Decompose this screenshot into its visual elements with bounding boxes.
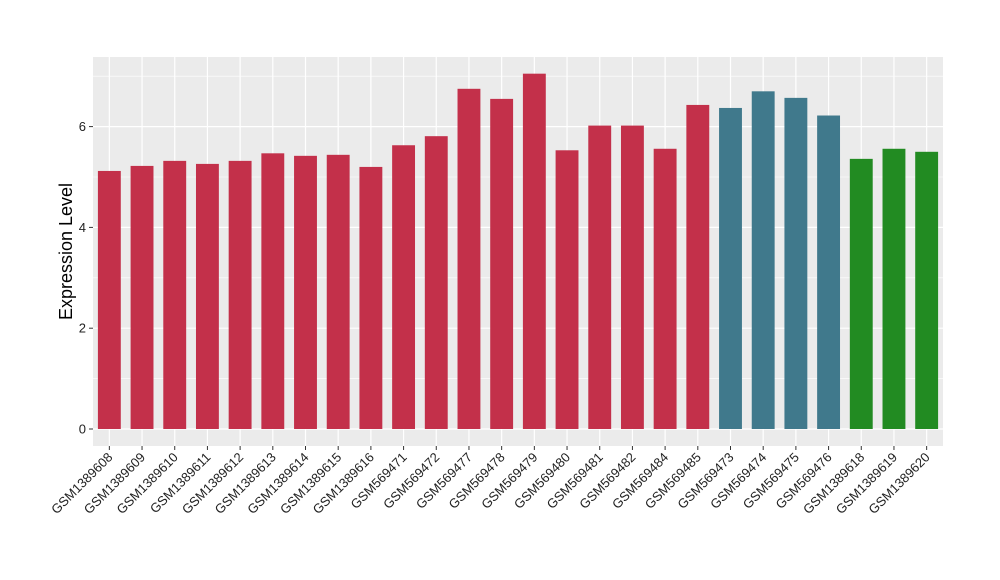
bar-GSM1389612 bbox=[228, 160, 252, 429]
y-axis: 0 2 4 6 bbox=[79, 119, 93, 437]
bar-GSM1389610 bbox=[163, 160, 187, 429]
bar-GSM569471 bbox=[392, 145, 416, 430]
bar-GSM1389609 bbox=[130, 165, 154, 430]
y-axis-title: Expression Level bbox=[56, 183, 76, 320]
x-axis: GSM1389608GSM1389609GSM1389610GSM1389611… bbox=[48, 446, 933, 517]
bar-GSM569473 bbox=[719, 107, 742, 430]
bar-GSM569476 bbox=[817, 115, 841, 430]
bar-GSM569482 bbox=[620, 125, 644, 429]
bar-GSM569481 bbox=[588, 125, 612, 429]
plot-panel bbox=[93, 57, 943, 446]
bar-GSM1389611 bbox=[195, 163, 219, 429]
y-tick-label: 4 bbox=[79, 220, 86, 235]
y-tick-label: 6 bbox=[79, 119, 86, 134]
bar-GSM1389614 bbox=[294, 155, 317, 429]
bar-GSM1389608 bbox=[97, 170, 121, 429]
bar-GSM569480 bbox=[555, 150, 579, 429]
bar-GSM569477 bbox=[457, 88, 481, 430]
bar-GSM1389618 bbox=[849, 158, 873, 429]
bars bbox=[97, 73, 939, 430]
bar-GSM1389615 bbox=[326, 154, 350, 429]
bar-GSM569472 bbox=[424, 136, 448, 429]
bar-GSM1389620 bbox=[915, 151, 939, 430]
bar-GSM569479 bbox=[522, 73, 546, 430]
bar-GSM569474 bbox=[751, 91, 775, 429]
bar-GSM569478 bbox=[490, 98, 514, 429]
bar-GSM569485 bbox=[686, 104, 710, 429]
bar-GSM569475 bbox=[784, 97, 808, 429]
bar-GSM1389613 bbox=[261, 153, 285, 429]
bar-GSM569484 bbox=[653, 148, 677, 429]
bar-GSM1389616 bbox=[359, 166, 383, 430]
y-tick-label: 2 bbox=[79, 321, 86, 336]
y-tick-label: 0 bbox=[79, 422, 86, 437]
bar-GSM1389619 bbox=[882, 148, 906, 429]
